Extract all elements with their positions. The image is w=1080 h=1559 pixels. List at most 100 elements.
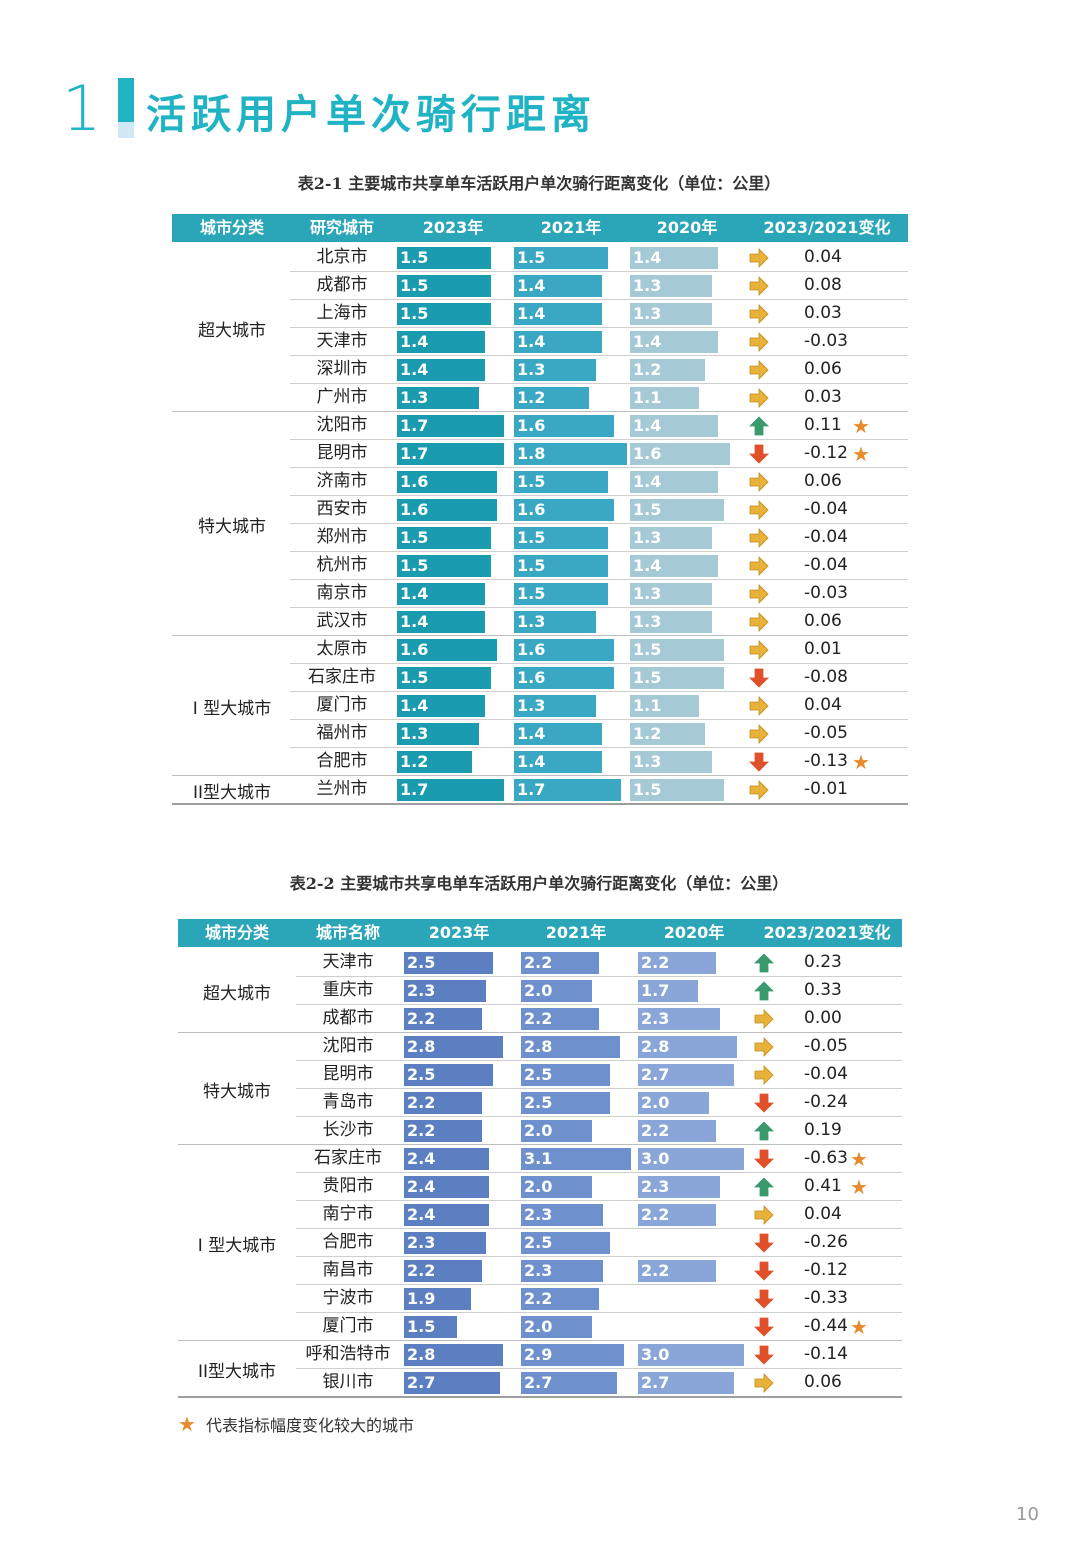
- change-value: 0.33: [804, 980, 842, 1000]
- orange-right-arrow-icon: [754, 1037, 774, 1057]
- star-icon: ★: [852, 414, 870, 438]
- table-row: 呼和浩特市 2.8 2.9 3.0 -0.14: [296, 1341, 902, 1369]
- change-value: 0.04: [804, 247, 842, 267]
- table-row: 济南市 1.6 1.5 1.4 0.06: [290, 468, 908, 496]
- table-row: 武汉市 1.4 1.3 1.3 0.06: [290, 608, 908, 636]
- table-header: 城市分类 城市名称 2023年 2021年 2020年 2023/2021变化: [178, 919, 902, 947]
- bar-2023: 1.3: [397, 723, 479, 745]
- bar-2020: 2.3: [638, 1008, 720, 1030]
- bar-2023: 2.5: [404, 952, 493, 974]
- bar-2020: 1.3: [630, 611, 712, 633]
- bar-2023: 1.7: [397, 415, 504, 437]
- city-name: 天津市: [316, 331, 368, 351]
- city-name: 宁波市: [322, 1288, 374, 1308]
- bar-2021: 1.5: [514, 555, 608, 577]
- city-name: 深圳市: [316, 359, 368, 379]
- table-row: 郑州市 1.5 1.5 1.3 -0.04: [290, 524, 908, 552]
- bar-2020: 1.3: [630, 275, 712, 297]
- section-accent-bar: [118, 78, 134, 138]
- orange-right-arrow-icon: [749, 612, 769, 632]
- bar-2023: 1.4: [397, 359, 485, 381]
- bar-2023: 2.4: [404, 1148, 489, 1170]
- table-row: 南京市 1.4 1.5 1.3 -0.03: [290, 580, 908, 608]
- bar-2021: 1.5: [514, 583, 608, 605]
- table-row: 兰州市 1.7 1.7 1.5 -0.01: [290, 776, 908, 804]
- city-name: 昆明市: [322, 1064, 374, 1084]
- header-cell: 2023年: [422, 218, 484, 237]
- city-name: 贵阳市: [322, 1176, 374, 1196]
- change-value: -0.01: [804, 779, 848, 799]
- bar-2021: 1.4: [514, 723, 602, 745]
- bar-2021: 1.4: [514, 331, 602, 353]
- bar-2020: 1.5: [630, 499, 724, 521]
- header-cell: 2021年: [545, 923, 607, 942]
- bar-2020: 1.1: [630, 695, 699, 717]
- bar-2023: 2.2: [404, 1260, 482, 1282]
- change-value: 0.06: [804, 359, 842, 379]
- table1-caption: 表2-1 主要城市共享单车活跃用户单次骑行距离变化（单位：公里）: [297, 174, 781, 193]
- bar-2020: 1.5: [630, 667, 724, 689]
- bar-2023: 2.2: [404, 1008, 482, 1030]
- city-name: 南京市: [316, 583, 368, 603]
- legend: ★ 代表指标幅度变化较大的城市: [178, 1412, 414, 1436]
- header-cell: 研究城市: [309, 218, 374, 237]
- table-row: 合肥市 2.3 2.5 -0.26: [296, 1229, 902, 1257]
- city-name: 长沙市: [322, 1120, 374, 1140]
- bar-2020: 1.4: [630, 247, 718, 269]
- city-name: 广州市: [316, 387, 368, 407]
- bar-2021: 3.1: [521, 1148, 631, 1170]
- bar-2020: 2.2: [638, 1120, 716, 1142]
- orange-right-arrow-icon: [749, 276, 769, 296]
- bar-2021: 2.2: [521, 1288, 599, 1310]
- city-name: 成都市: [322, 1008, 374, 1028]
- header-cell: 城市分类: [204, 923, 269, 942]
- bar-2021: 1.6: [514, 415, 614, 437]
- bar-2021: 2.5: [521, 1064, 610, 1086]
- bar-2023: 1.6: [397, 471, 497, 493]
- change-value: 0.03: [804, 387, 842, 407]
- city-name: 杭州市: [316, 555, 368, 575]
- city-name: 沈阳市: [316, 415, 368, 435]
- star-icon: ★: [850, 1315, 868, 1339]
- city-name: 武汉市: [316, 611, 368, 631]
- group-divider: [172, 803, 908, 805]
- table-row: 广州市 1.3 1.2 1.1 0.03: [290, 384, 908, 412]
- group-divider: [172, 411, 908, 412]
- bar-2023: 1.4: [397, 611, 485, 633]
- bar-2021: 1.6: [514, 639, 614, 661]
- orange-right-arrow-icon: [749, 640, 769, 660]
- bar-2021: 2.0: [521, 980, 592, 1002]
- city-category: II型大城市: [192, 782, 272, 803]
- table-row: 昆明市 1.7 1.8 1.6 -0.12 ★: [290, 440, 908, 468]
- city-category: I 型大城市: [192, 698, 272, 719]
- red-down-arrow-icon: [749, 752, 769, 772]
- table-row: 合肥市 1.2 1.4 1.3 -0.13 ★: [290, 748, 908, 776]
- bar-2020: 2.7: [638, 1064, 734, 1086]
- bar-2021: 1.3: [514, 359, 596, 381]
- orange-right-arrow-icon: [749, 388, 769, 408]
- change-value: 0.06: [804, 1372, 842, 1392]
- bar-2021: 1.6: [514, 667, 614, 689]
- table1: 城市分类 研究城市 2023年 2021年 2020年 2023/2021变化 北京市 1.5…: [172, 214, 908, 806]
- red-down-arrow-icon: [754, 1149, 774, 1169]
- bar-2021: 2.9: [521, 1344, 624, 1366]
- table-row: 南宁市 2.4 2.3 2.2 0.04: [296, 1201, 902, 1229]
- red-down-arrow-icon: [754, 1289, 774, 1309]
- bar-2021: 2.5: [521, 1232, 610, 1254]
- green-up-arrow-icon: [754, 1177, 774, 1197]
- table-row: 厦门市 1.4 1.3 1.1 0.04: [290, 692, 908, 720]
- header-cell: 2023/2021变化: [763, 923, 891, 942]
- bar-2021: 2.8: [521, 1036, 620, 1058]
- bar-2021: 2.0: [521, 1316, 592, 1338]
- bar-2021: 1.7: [514, 779, 621, 801]
- city-name: 成都市: [316, 275, 368, 295]
- change-value: -0.04: [804, 499, 848, 519]
- table-row: 南昌市 2.2 2.3 2.2 -0.12: [296, 1257, 902, 1285]
- bar-2023: 1.6: [397, 499, 497, 521]
- change-value: -0.24: [804, 1092, 848, 1112]
- change-value: 0.01: [804, 639, 842, 659]
- bar-2021: 1.5: [514, 247, 608, 269]
- orange-right-arrow-icon: [749, 248, 769, 268]
- bar-2020: 1.3: [630, 751, 712, 773]
- bar-2023: 1.5: [397, 247, 491, 269]
